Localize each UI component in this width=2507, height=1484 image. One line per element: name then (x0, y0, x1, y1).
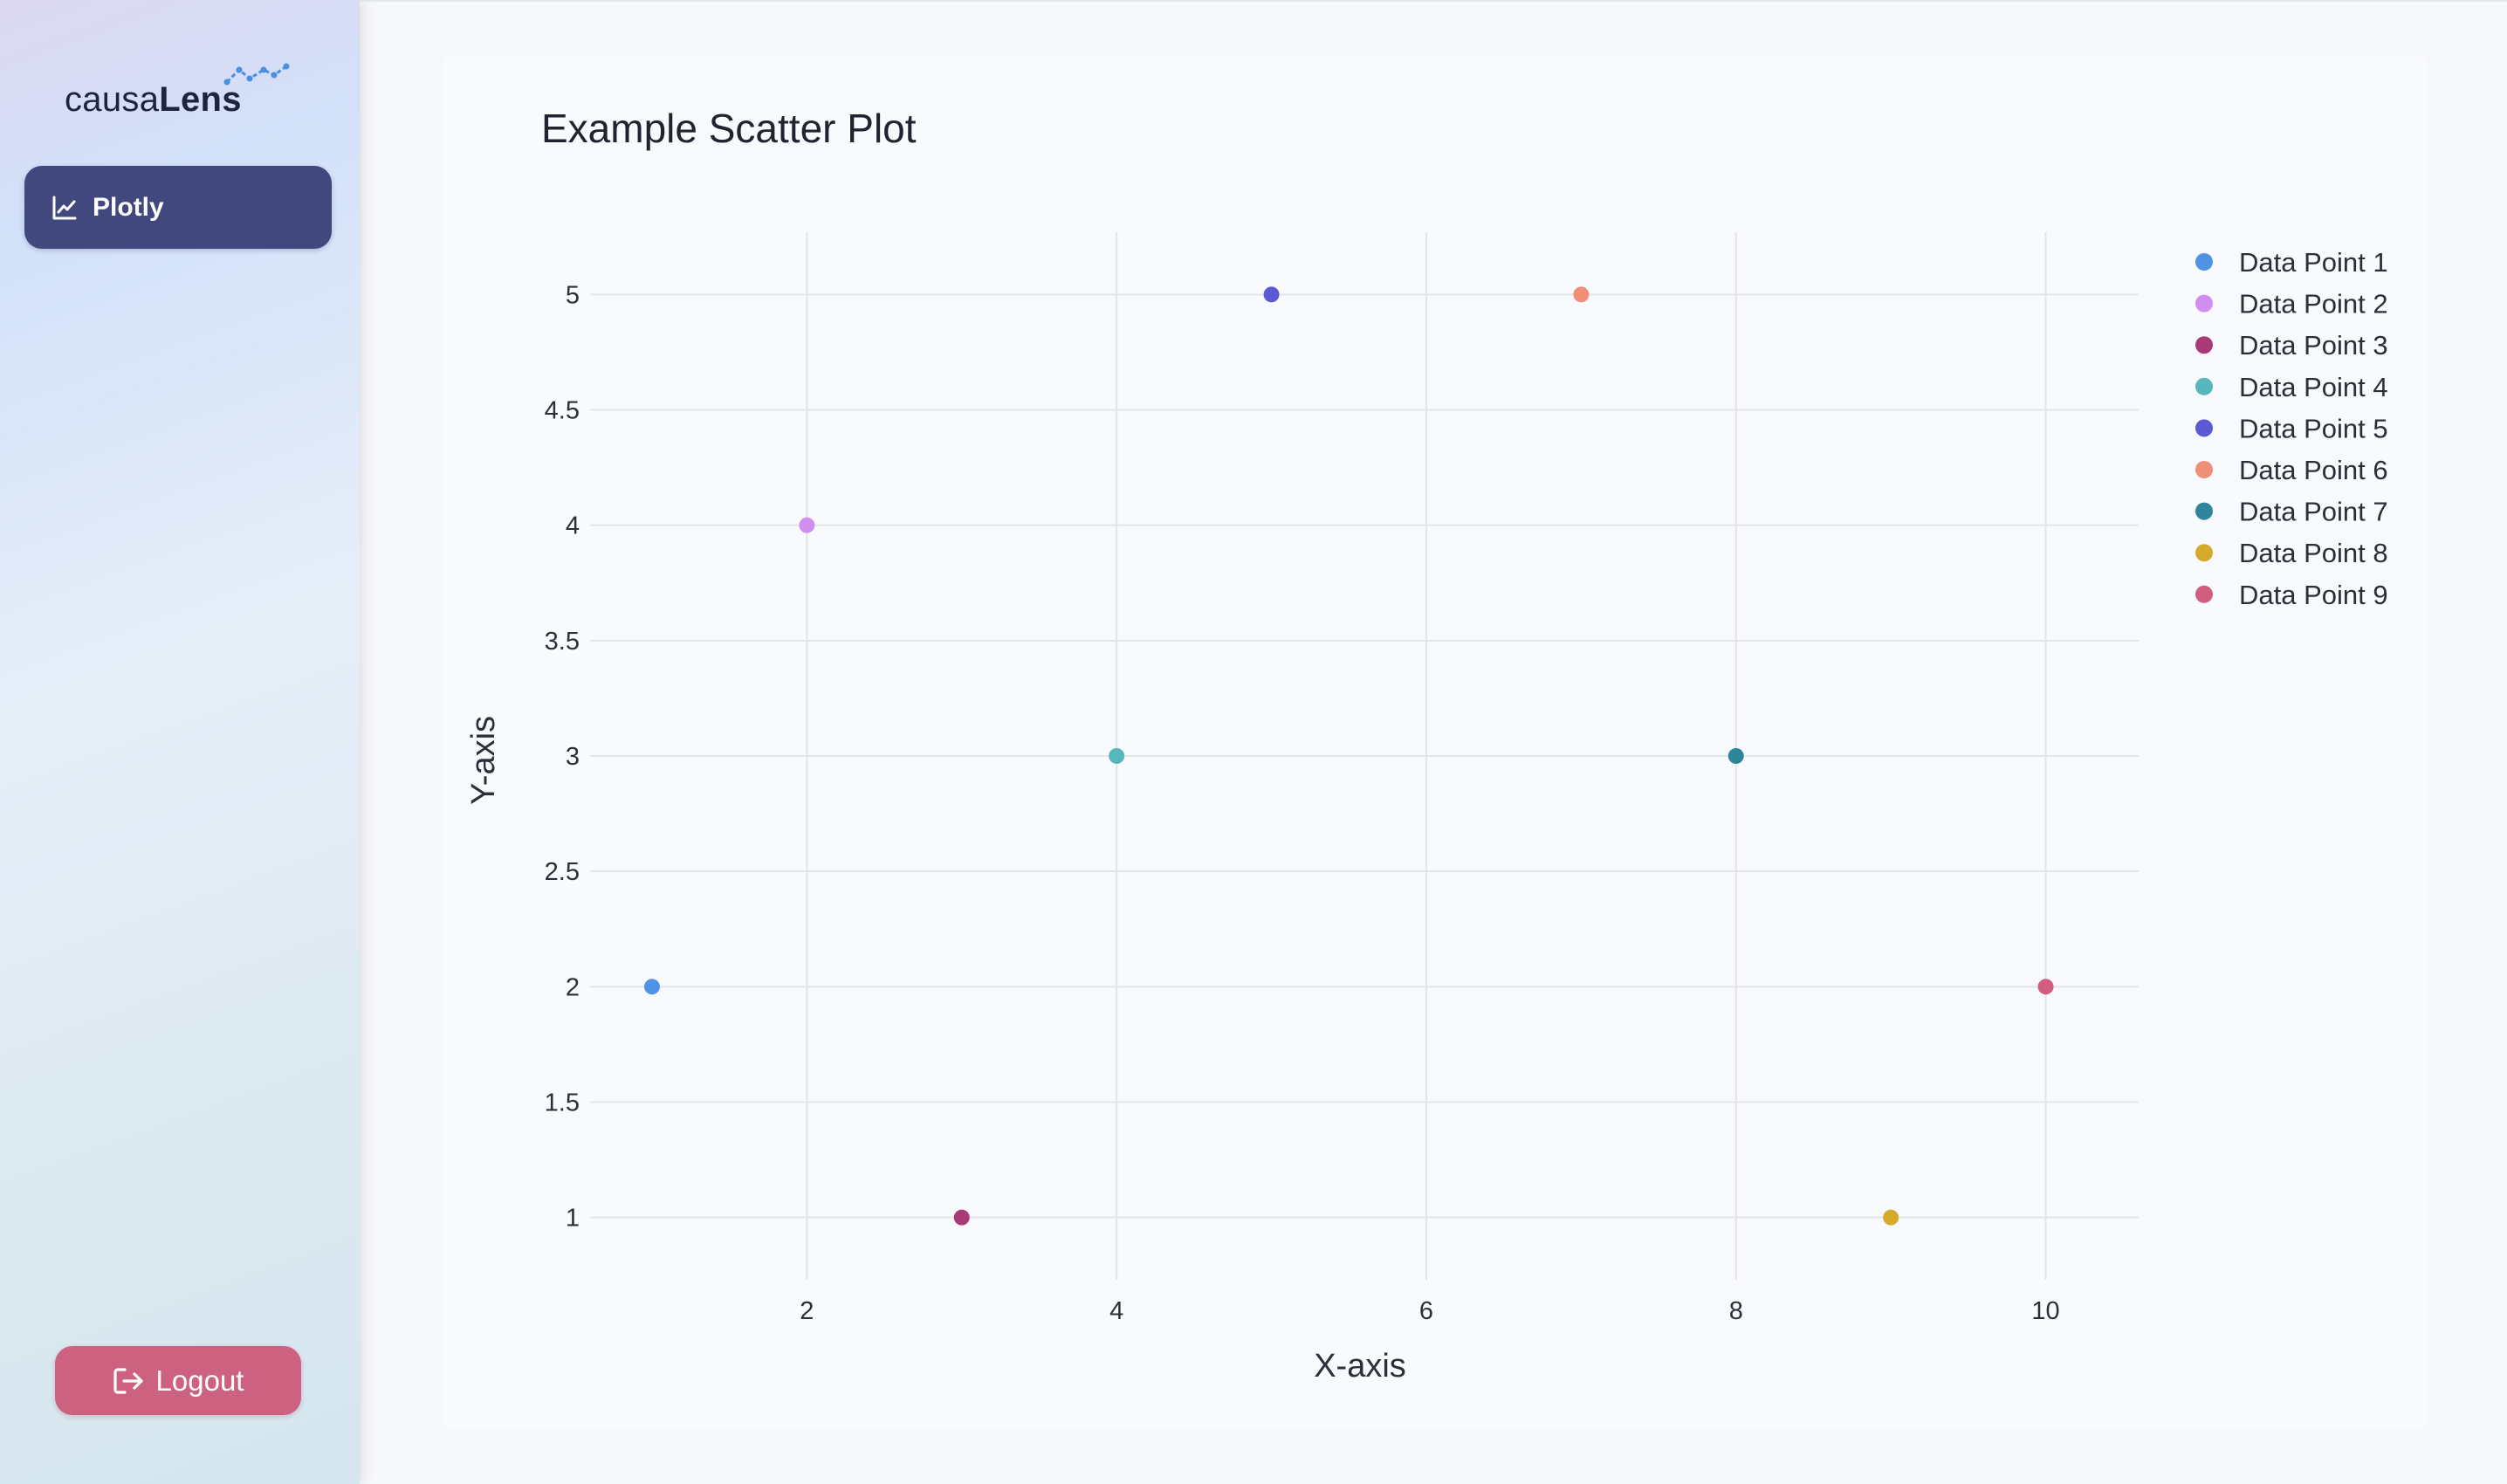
y-tick-label: 4 (566, 512, 580, 540)
y-tick-label: 2.5 (545, 858, 580, 886)
data-point[interactable] (1109, 748, 1125, 764)
legend-label: Data Point 5 (2239, 413, 2388, 443)
data-point[interactable] (953, 1209, 970, 1226)
legend-item[interactable]: Data Point 7 (2195, 497, 2388, 527)
x-tick-label: 10 (2031, 1297, 2059, 1325)
legend-marker (2195, 585, 2213, 603)
y-tick-label: 1.5 (545, 1089, 580, 1116)
x-tick-label: 4 (1109, 1297, 1123, 1325)
y-tick-label: 3 (566, 743, 580, 771)
legend-marker (2195, 253, 2213, 271)
logout-icon (113, 1367, 143, 1394)
data-point[interactable] (799, 517, 815, 533)
data-point[interactable] (1573, 286, 1590, 303)
legend-label: Data Point 7 (2239, 497, 2388, 527)
legend-label: Data Point 6 (2239, 455, 2388, 485)
legend-marker (2195, 544, 2213, 562)
legend-label: Data Point 2 (2239, 289, 2388, 319)
logout-button[interactable]: Logout (55, 1346, 301, 1415)
logo-text-regular: causa (65, 80, 160, 119)
y-tick-label: 4.5 (545, 397, 580, 425)
chart-title: Example Scatter Plot (541, 106, 917, 151)
sidebar: causaLens Plotly Logout (0, 0, 360, 1484)
legend-item[interactable]: Data Point 3 (2195, 330, 2388, 361)
logo[interactable]: causaLens (65, 80, 242, 120)
data-point[interactable] (1727, 748, 1744, 764)
y-tick-label: 1 (566, 1205, 580, 1233)
legend-label: Data Point 4 (2239, 372, 2388, 402)
legend-marker (2195, 377, 2213, 395)
x-tick-label: 6 (1419, 1297, 1433, 1325)
x-axis-title: X-axis (1314, 1348, 1406, 1384)
legend-label: Data Point 3 (2239, 330, 2388, 361)
logout-label: Logout (155, 1364, 244, 1397)
legend-item[interactable]: Data Point 6 (2195, 455, 2388, 485)
x-tick-label: 8 (1729, 1297, 1743, 1325)
legend-label: Data Point 1 (2239, 247, 2388, 278)
sidebar-item-label: Plotly (93, 192, 164, 222)
legend-marker (2195, 502, 2213, 520)
data-point[interactable] (2037, 979, 2054, 995)
legend-item[interactable]: Data Point 9 (2195, 580, 2388, 610)
chart-card (443, 56, 2427, 1428)
data-point[interactable] (1263, 286, 1280, 303)
data-point[interactable] (1883, 1209, 1899, 1226)
y-tick-label: 2 (566, 973, 580, 1001)
ticks-layer: 1 1.5 2 2.5 3 3.5 4 4.5 5 2 4 6 8 10 (545, 281, 2060, 1325)
legend-label: Data Point 9 (2239, 580, 2388, 610)
points-layer (643, 286, 2054, 1226)
legend-marker (2195, 419, 2213, 437)
legend-marker (2195, 461, 2213, 478)
legend-label: Data Point 8 (2239, 538, 2388, 568)
y-axis-title: Y-axis (465, 716, 502, 805)
legend-marker (2195, 294, 2213, 313)
y-tick-label: 5 (566, 281, 580, 309)
legend-item[interactable]: Data Point 2 (2195, 289, 2388, 319)
top-divider (360, 0, 2507, 2)
data-point[interactable] (643, 979, 660, 995)
x-tick-label: 2 (800, 1297, 814, 1325)
y-tick-label: 3.5 (545, 628, 580, 656)
legend-item[interactable]: Data Point 4 (2195, 372, 2388, 402)
sidebar-item-plotly[interactable]: Plotly (24, 166, 332, 249)
legend-item[interactable]: Data Point 5 (2195, 413, 2388, 443)
legend-marker (2195, 336, 2213, 354)
line-chart-icon (52, 196, 77, 219)
legend-item[interactable]: Data Point 1 (2195, 247, 2388, 278)
legend[interactable]: Data Point 1 Data Point 2 Data Point 3 Data… (2195, 247, 2388, 610)
legend-item[interactable]: Data Point 8 (2195, 538, 2388, 568)
grid-layer (590, 232, 2139, 1280)
logo-wave-icon (223, 63, 290, 86)
logo-text-bold: Lens (159, 80, 242, 119)
